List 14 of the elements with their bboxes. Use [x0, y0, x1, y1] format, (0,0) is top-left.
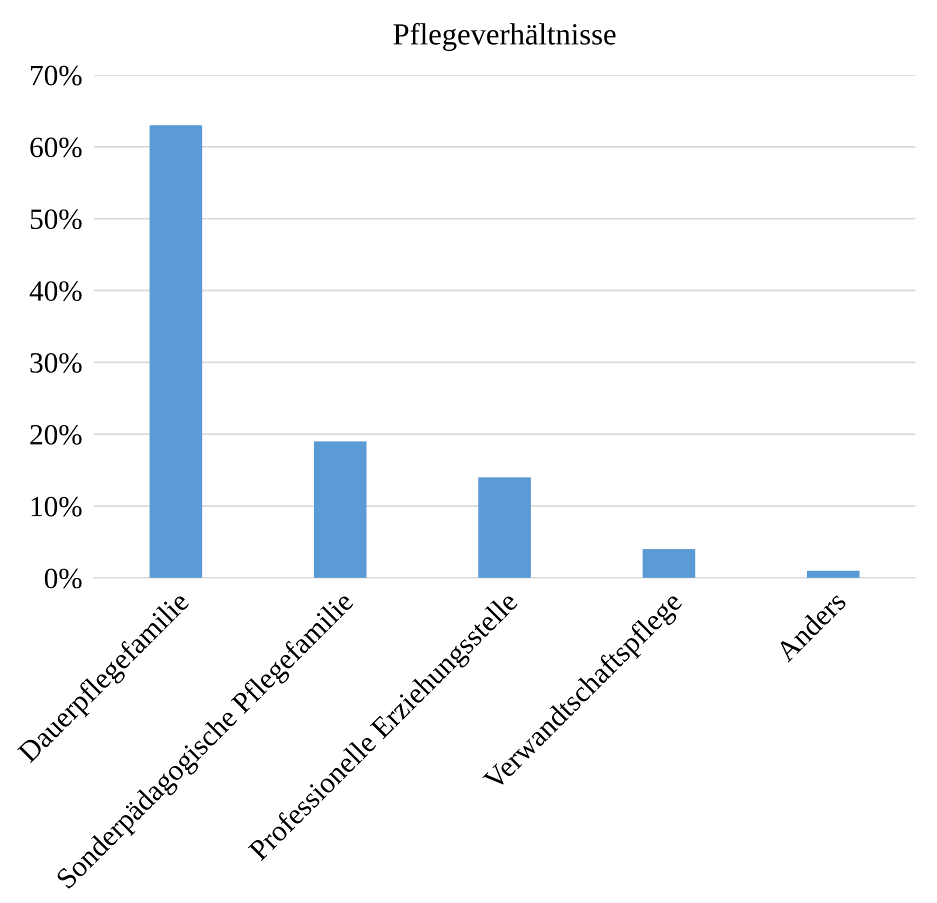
- bar: [150, 125, 202, 578]
- y-tick-label: 30%: [30, 353, 82, 373]
- bar: [314, 441, 367, 578]
- y-tick-label: 50%: [30, 209, 82, 230]
- y-tick-label: 40%: [30, 281, 82, 302]
- y-tick-label: 0%: [44, 568, 82, 588]
- chart-title: Pflegeverhältnisse: [393, 22, 616, 51]
- y-tick-label: 20%: [30, 424, 82, 445]
- y-tick-label: 60%: [30, 138, 82, 158]
- y-tick-label: 10%: [32, 496, 82, 517]
- bar: [478, 477, 531, 578]
- y-tick-label: 70%: [31, 66, 82, 86]
- bar: [806, 570, 860, 578]
- bar: [642, 549, 696, 578]
